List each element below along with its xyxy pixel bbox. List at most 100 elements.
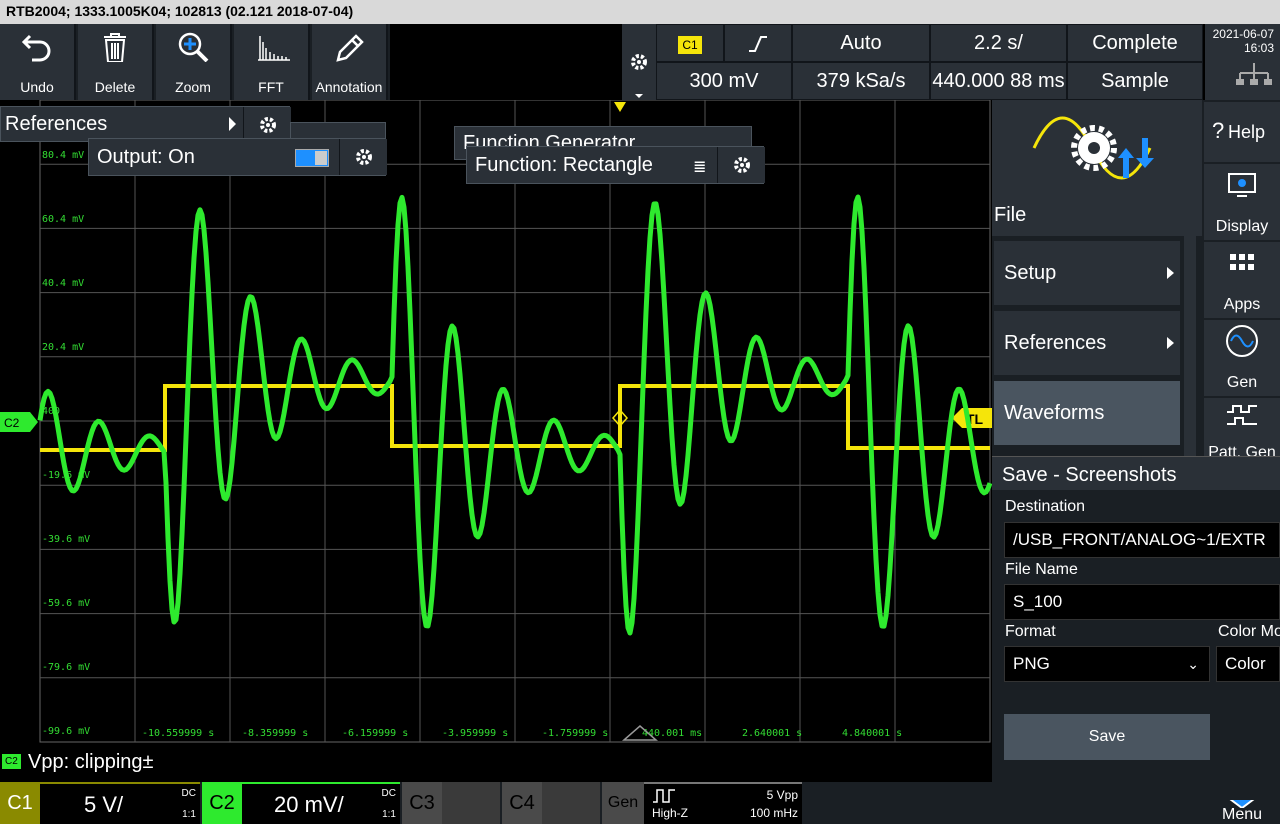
pattern-icon	[1227, 405, 1257, 425]
references-popup-label: References	[5, 113, 108, 135]
measurement-bar: C2 Vpp: clipping±	[0, 750, 992, 778]
x-tick-label: 4.840001 s	[842, 728, 902, 739]
measure-value[interactable]: Vpp: clipping±	[28, 751, 154, 773]
channel-1-trace	[40, 384, 990, 452]
waveform-display[interactable]: 80.4 mV 60.4 mV 40.4 mV 20.4 mV 400 -19.6 mV -…	[0, 99, 993, 744]
y-tick-label: -99.6 mV	[42, 726, 90, 737]
gen-label: Gen	[1226, 374, 1258, 391]
list-icon: ≣	[693, 159, 707, 176]
zoom-icon	[178, 32, 209, 62]
gen-settings[interactable]: High-Z 5 Vpp 100 mHz	[644, 782, 802, 824]
apps-label: Apps	[1223, 296, 1261, 313]
y-tick-label: 400	[42, 406, 60, 417]
y-tick-label: -79.6 mV	[42, 662, 90, 673]
channel-1-button[interactable]: C1	[0, 782, 40, 824]
horizontal-position[interactable]: 440.000 88 ms	[930, 62, 1067, 100]
help-button[interactable]: ? Help	[1204, 102, 1280, 162]
save-screenshots-panel: Save - Screenshots Destination /USB_FRON…	[992, 456, 1280, 800]
format-select[interactable]: PNG ⌄	[1004, 646, 1210, 682]
references-gear-button[interactable]	[243, 107, 291, 143]
output-toggle[interactable]	[295, 149, 329, 167]
annotation-button[interactable]: Annotation	[312, 24, 388, 100]
delete-button[interactable]: Delete	[78, 24, 154, 100]
gen-channel-button[interactable]: Gen	[602, 782, 644, 824]
sine-icon	[1226, 325, 1258, 357]
x-tick-label: -3.959999 s	[442, 728, 508, 739]
function-label: Function: Rectangle	[475, 154, 653, 176]
filename-field[interactable]: S_100	[1004, 584, 1280, 620]
output-gear-button[interactable]	[339, 139, 387, 175]
gear-icon	[260, 117, 276, 133]
x-tick-label: -8.359999 s	[242, 728, 308, 739]
function-gear-button[interactable]	[717, 147, 765, 183]
output-popup[interactable]: Output: On	[88, 138, 387, 176]
undo-icon	[22, 34, 51, 62]
apps-button[interactable]: Apps	[1204, 242, 1280, 318]
channel-2-marker-label: C2	[4, 416, 20, 430]
fft-button[interactable]: FFT	[234, 24, 310, 100]
patt-gen-label: Patt. Gen	[1208, 444, 1276, 456]
channel-1-coupling: DC	[181, 788, 196, 799]
trigger-mode[interactable]: Auto	[792, 24, 930, 62]
datetime: 2021-06-07 16:03	[1205, 24, 1280, 100]
menu-item-references[interactable]: References	[994, 311, 1180, 375]
gear-icon	[356, 149, 372, 165]
function-popup[interactable]: Function: Rectangle ≣	[466, 146, 765, 184]
trigger-slope[interactable]	[724, 24, 792, 62]
zoom-label: Zoom	[175, 79, 211, 95]
undo-button[interactable]: Undo	[0, 24, 76, 100]
menu-item-label: Waveforms	[1004, 402, 1105, 424]
y-tick-label: 60.4 mV	[42, 214, 84, 225]
references-popup[interactable]: References	[0, 106, 291, 143]
acquisition-mode[interactable]: Sample	[1067, 62, 1203, 100]
channel-3-button[interactable]: C3	[402, 782, 442, 824]
acquisition-state[interactable]: Complete	[1067, 24, 1203, 62]
chevron-down-icon: ⌄	[1187, 656, 1199, 672]
menu-item-setup[interactable]: Setup	[994, 241, 1180, 305]
trash-icon	[104, 33, 126, 62]
gen-button[interactable]: Gen	[1204, 320, 1280, 396]
sample-rate[interactable]: 379 kSa/s	[792, 62, 930, 100]
pencil-icon	[336, 34, 364, 62]
channel-1-ratio: 1:1	[182, 809, 196, 820]
gen-frequency: 100 mHz	[749, 806, 798, 820]
zoom-button[interactable]: Zoom	[156, 24, 232, 100]
help-icon: ?	[1212, 118, 1225, 143]
channel-2-settings[interactable]: 20 mV/ DC 1:1	[242, 782, 400, 824]
horizontal-reference-marker	[622, 725, 658, 741]
annotation-label: Annotation	[315, 79, 383, 95]
gear-icon	[631, 54, 647, 98]
fft-label: FFT	[258, 79, 284, 95]
color-mode-select[interactable]: Color	[1216, 646, 1280, 682]
apps-icon	[1230, 254, 1254, 270]
output-label: Output: On	[97, 146, 195, 168]
settings-button[interactable]	[622, 24, 656, 100]
x-tick-label: 440.001 ms	[642, 728, 702, 739]
caret-icon	[229, 117, 236, 131]
channel-2-scale: 20 mV/	[274, 792, 344, 817]
channel-1-settings[interactable]: 5 V/ DC 1:1	[40, 782, 200, 824]
y-tick-label: -39.6 mV	[42, 534, 90, 545]
trigger-level[interactable]: 300 mV	[656, 62, 792, 100]
timebase[interactable]: 2.2 s/	[930, 24, 1067, 62]
format-value: PNG	[1013, 654, 1050, 673]
destination-field[interactable]: /USB_FRONT/ANALOG~1/EXTR	[1004, 522, 1280, 558]
help-label: Help	[1228, 122, 1266, 142]
menu-item-waveforms[interactable]: Waveforms	[994, 381, 1180, 445]
rising-edge-icon	[749, 36, 767, 52]
channel-3-settings[interactable]	[442, 782, 500, 824]
file-menu-header: File	[992, 100, 1202, 236]
channel-4-button[interactable]: C4	[502, 782, 542, 824]
display-button[interactable]: Display	[1204, 164, 1280, 240]
trigger-source[interactable]: C1	[656, 24, 724, 62]
menu-scrollbar[interactable]	[1184, 236, 1196, 456]
trigger-level-marker	[952, 408, 992, 428]
y-tick-label: 80.4 mV	[42, 150, 84, 161]
channel-2-button[interactable]: C2	[202, 782, 242, 824]
file-menu-title: File	[994, 204, 1027, 226]
patt-gen-button[interactable]: Patt. Gen	[1204, 398, 1280, 456]
channel-4-settings[interactable]	[542, 782, 600, 824]
save-button[interactable]: Save	[1004, 714, 1210, 760]
display-icon	[1228, 173, 1256, 197]
